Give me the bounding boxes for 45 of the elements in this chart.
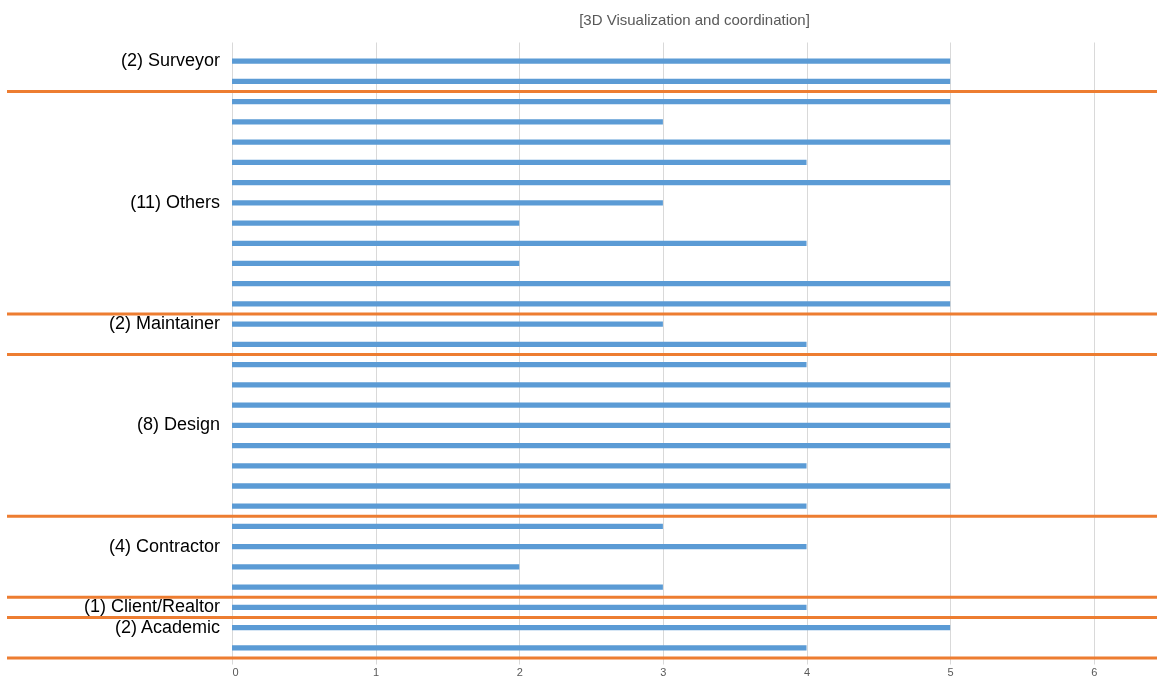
bar xyxy=(232,200,663,206)
y-tick-label: (11) Others xyxy=(130,191,220,212)
x-tick-label: 1 xyxy=(373,665,380,678)
bar xyxy=(232,604,807,610)
bar xyxy=(232,544,807,550)
bar xyxy=(232,442,951,449)
bar xyxy=(232,220,520,226)
bar xyxy=(232,422,951,428)
bar xyxy=(232,584,663,590)
bar xyxy=(232,119,663,125)
bar xyxy=(232,402,951,408)
bar xyxy=(232,58,951,64)
bar xyxy=(232,341,807,348)
bar xyxy=(232,645,807,651)
y-tick-label: (2) Academic xyxy=(114,616,220,637)
bar xyxy=(232,159,807,165)
chart-title: [3D Visualization and coordination] xyxy=(579,11,810,28)
bar xyxy=(232,281,951,287)
bar xyxy=(232,139,951,145)
bar xyxy=(232,463,807,469)
y-tick-label: (2) Surveyor xyxy=(120,50,220,71)
y-tick-label: (2) Maintainer xyxy=(108,313,220,334)
bar xyxy=(232,78,951,85)
bar xyxy=(232,382,951,388)
bar xyxy=(232,503,807,509)
bar xyxy=(232,240,807,246)
bar xyxy=(232,301,951,307)
bar xyxy=(232,179,951,186)
x-tick-label: 5 xyxy=(947,665,954,678)
bar xyxy=(232,99,951,105)
x-tick-label: 3 xyxy=(660,665,667,678)
x-tick-label: 0 xyxy=(232,665,239,678)
bar xyxy=(232,564,520,570)
x-tick-label: 6 xyxy=(1091,665,1098,678)
x-tick-label: 2 xyxy=(516,665,523,678)
y-tick-label: (1) Client/Realtor xyxy=(83,596,220,617)
x-tick-label: 4 xyxy=(803,665,811,678)
bar xyxy=(232,523,663,530)
bar xyxy=(232,362,807,368)
bar xyxy=(232,624,951,631)
y-tick-label: (8) Design xyxy=(136,414,220,435)
y-tick-label: (4) Contractor xyxy=(108,535,220,556)
bar xyxy=(232,483,951,489)
bar xyxy=(232,321,663,327)
bar xyxy=(232,260,520,267)
